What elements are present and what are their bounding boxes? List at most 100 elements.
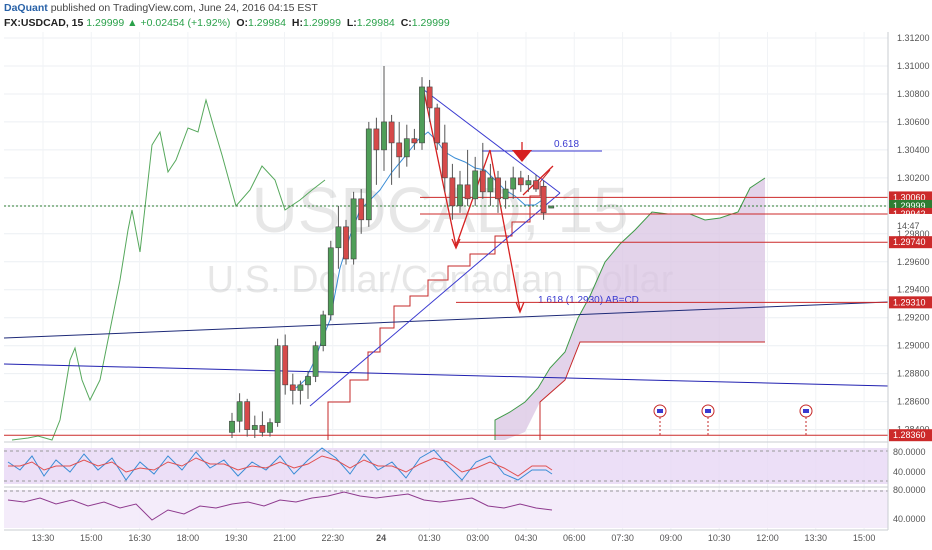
change-value: +0.02454 (+1.92%): [140, 17, 231, 29]
candle-body: [244, 401, 251, 430]
price-tick-label: 1.31000: [897, 61, 930, 71]
author-name[interactable]: DaQuant: [4, 2, 48, 14]
candle: [426, 79, 433, 122]
candles: [229, 65, 555, 438]
candle: [457, 170, 463, 213]
candle-body: [548, 205, 555, 209]
candle: [403, 124, 410, 167]
time-tick-label: 09:00: [660, 533, 683, 543]
candle-body: [449, 177, 456, 207]
candle-body: [426, 86, 433, 109]
candle-body: [229, 420, 235, 433]
price-level-tag: [889, 236, 932, 249]
candle-body: [495, 177, 501, 200]
time-tick-label: 19:30: [225, 533, 248, 543]
candle: [274, 338, 281, 427]
candle-body: [403, 138, 410, 158]
countdown-label: 14:47: [897, 221, 920, 231]
price-tick-label: 1.29400: [897, 285, 930, 295]
candle-body: [396, 142, 403, 158]
triangle-upper-line[interactable]: [423, 89, 561, 194]
candle: [267, 418, 273, 437]
time-tick-label: 13:30: [805, 533, 828, 543]
candle: [495, 170, 501, 213]
close-label: C:: [400, 17, 412, 29]
price-level-tag: [889, 429, 932, 442]
candle: [350, 191, 357, 265]
candle: [365, 121, 372, 227]
osc2-tick-80: 80.0000: [893, 485, 926, 495]
candle: [548, 205, 555, 209]
candle: [244, 398, 251, 437]
candle: [502, 180, 509, 209]
countdown-tag: [889, 213, 932, 225]
time-axis[interactable]: 13:30 15:00 16:30 18:00 19:30 21:00 22:30 24 01:…: [32, 533, 876, 543]
open-label: O:: [236, 17, 248, 29]
oscillator-2-pane[interactable]: [4, 490, 888, 528]
candle-body: [388, 121, 395, 144]
candle: [396, 121, 403, 178]
candle-body: [350, 198, 357, 260]
candle-body: [282, 345, 289, 386]
time-tick-label: 06:00: [563, 533, 586, 543]
candle: [236, 393, 243, 433]
candle-body: [464, 184, 471, 200]
time-tick-label: 18:00: [177, 533, 200, 543]
price-tick-label: 1.28800: [897, 369, 930, 379]
osc2-tick-40: 40.0000: [893, 514, 926, 524]
candle: [327, 240, 334, 321]
candle-body: [457, 184, 463, 207]
price-tick-label: 1.30400: [897, 145, 930, 155]
candle: [441, 124, 448, 192]
lower-trend-line[interactable]: [3, 363, 889, 387]
oscillator-1-pane[interactable]: [4, 447, 888, 484]
long-trend-line[interactable]: [3, 301, 889, 339]
baseline-step-line: [327, 169, 551, 440]
candle-body: [259, 425, 266, 433]
time-tick-label: 15:00: [80, 533, 103, 543]
symbol-label: FX:USDCAD, 15: [4, 17, 84, 29]
osc1-tick-40: 40.0000: [893, 467, 926, 477]
candle-body: [411, 138, 418, 144]
price-level-value: 1.30060: [893, 192, 926, 202]
lagging-span-line: [11, 98, 326, 441]
candle: [259, 411, 266, 437]
fib-618-label: 0.618: [554, 139, 579, 150]
candle-body: [479, 170, 486, 193]
candle: [381, 65, 387, 171]
candle: [388, 114, 395, 185]
candle-body: [251, 425, 258, 430]
candle-body: [289, 384, 296, 391]
candle: [533, 175, 539, 192]
horizontal-levels: [4, 196, 888, 436]
candle-body: [358, 198, 365, 221]
candle-body: [343, 226, 349, 260]
price-axis-ticks: 1.31200 1.31000 1.30800 1.30600 1.30400 1.302…: [897, 33, 930, 435]
time-tick-label: 07:30: [611, 533, 634, 543]
candle-body: [487, 177, 494, 193]
price-tick-label: 1.30800: [897, 89, 930, 99]
candle: [251, 415, 258, 438]
low-value: 1.29984: [356, 17, 395, 29]
candle: [419, 77, 425, 150]
candle-body: [320, 314, 327, 346]
price-level-value: 1.29999: [893, 201, 926, 211]
price-axis[interactable]: [888, 32, 932, 530]
price-tick-label: 1.29800: [897, 229, 930, 239]
triangle-lower-line[interactable]: [309, 192, 561, 407]
high-label: H:: [291, 17, 303, 29]
publish-info: published on TradingView.com, June 24, 2…: [50, 2, 318, 14]
candle: [411, 128, 418, 150]
time-tick-label: 12:00: [756, 533, 779, 543]
candle-body: [419, 86, 425, 144]
time-tick-label: 10:30: [708, 533, 731, 543]
candle: [373, 117, 380, 185]
candle: [305, 370, 311, 399]
time-tick-label: 15:00: [853, 533, 876, 543]
publish-line: DaQuant published on TradingView.com, Ju…: [4, 1, 318, 15]
price-tick-label: 1.30200: [897, 173, 930, 183]
candle: [320, 310, 327, 352]
candle-body: [305, 376, 311, 386]
osc1-tick-80: 80.0000: [893, 447, 926, 457]
